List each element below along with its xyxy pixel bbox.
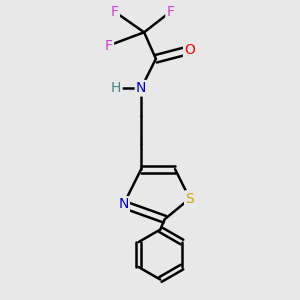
Text: S: S bbox=[185, 192, 194, 206]
Text: F: F bbox=[167, 5, 175, 19]
Text: H: H bbox=[111, 81, 121, 95]
Text: O: O bbox=[184, 43, 195, 57]
Text: F: F bbox=[105, 38, 113, 52]
Text: F: F bbox=[111, 5, 119, 19]
Text: N: N bbox=[118, 197, 129, 212]
Text: N: N bbox=[136, 81, 146, 95]
